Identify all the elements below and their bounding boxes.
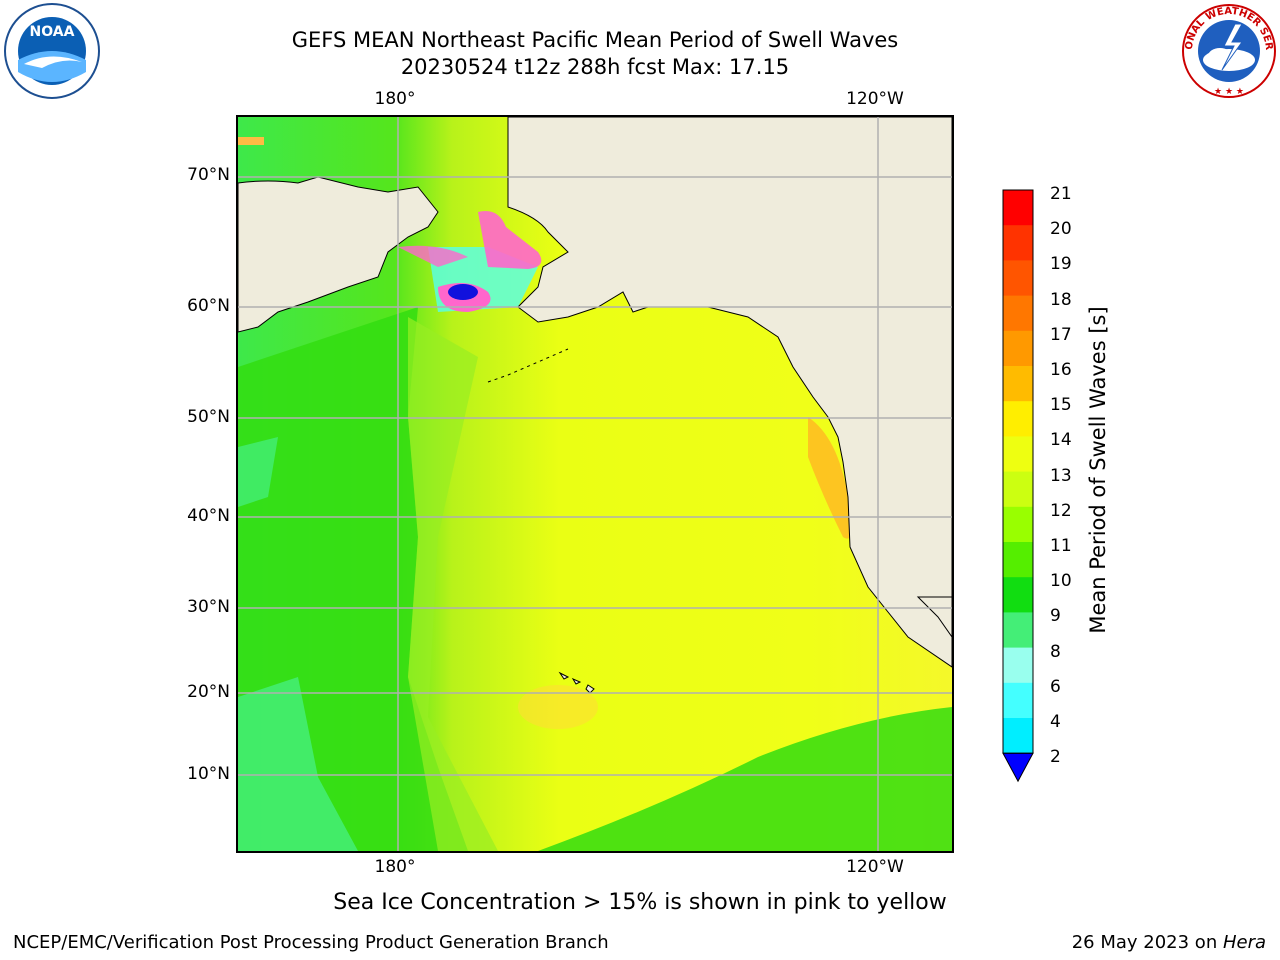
land-north-america [507,117,952,668]
svg-text:★ ★ ★: ★ ★ ★ [1214,87,1244,97]
lat-label-20n: 20°N [187,682,230,702]
colorbar [1000,186,1036,786]
sea-ice-pink-west [398,245,468,267]
teal-swell-region-north [238,437,278,507]
lon-label-top-180: 180° [374,89,416,109]
lat-label-70n: 70°N [187,165,230,185]
colorbar-band [1003,647,1033,684]
land-siberia [238,176,439,333]
colorbar-tick-label: 19 [1050,254,1072,275]
colorbar-band [1003,577,1033,613]
colorbar-band [1003,471,1033,508]
colorbar-frame [1002,189,1034,754]
lat-label-30n: 30°N [187,597,230,617]
lon-label-top-120w: 120°W [846,89,904,109]
colorbar-tick-label: 6 [1050,676,1061,697]
chart-subtitle: 20230524 t12z 288h fcst Max: 17.15 [400,55,790,79]
sea-ice-pink-north [478,211,542,269]
footer-left: NCEP/EMC/Verification Post Processing Pr… [13,932,609,953]
footer-date: 26 May 2023 on [1071,932,1223,953]
colorbar-tick-label: 4 [1050,712,1061,732]
teal-swell-region [238,677,358,851]
graticule [238,117,952,851]
footer-host: Hera [1222,932,1266,953]
colorbar-band [1003,542,1033,578]
colorbar-band [1003,260,1033,297]
colorbar-tick-label: 9 [1050,606,1061,627]
sea-ice-blue-bering [448,284,478,300]
colorbar-svg [1002,189,1034,783]
sea-ice-note: Sea Ice Concentration > 15% is shown in … [333,890,947,915]
chart-title: GEFS MEAN Northeast Pacific Mean Period … [291,28,899,52]
colorbar-tick-label: 15 [1050,395,1072,416]
colorbar-band [1003,506,1033,543]
lon-label-bottom-180: 180° [374,857,416,877]
colorbar-tick-label: 17 [1050,324,1072,345]
colorbar-tick-label: 2 [1050,747,1061,768]
aleutian-islands [487,348,569,383]
noaa-logo: NOAA [2,2,102,100]
colorbar-ticks: 21 20 19 18 17 16 15 14 13 12 11 10 9 8 6 4 2 [1050,180,1090,780]
lat-label-60n: 60°N [187,296,230,316]
green-swell-region-south [538,707,952,851]
footer-right: 26 May 2023 on Hera [1072,932,1266,953]
colorbar-band [1003,436,1033,473]
colorbar-tick-label: 16 [1050,360,1072,380]
colorbar-tick-label: 13 [1050,465,1072,486]
colorbar-tick-label: 20 [1050,219,1072,240]
yellow-orange-patch [518,685,598,729]
lat-label-10n: 10°N [187,764,230,784]
nws-logo: NATIONAL WEATHER SERVICE ★ ★ ★ [1176,0,1278,100]
colorbar-tick-label: 18 [1050,289,1072,310]
colorbar-band [1003,330,1033,367]
map-area [236,115,954,853]
colorbar-tick-label: 11 [1050,536,1072,556]
colorbar-tick-label: 21 [1050,184,1072,204]
orange-swell-patch [808,417,852,539]
colorbar-tick-label: 12 [1050,500,1072,521]
colorbar-label: Mean Period of Swell Waves [s] [1086,306,1110,634]
colorbar-tick-label: 8 [1050,641,1061,662]
land-baja [916,596,952,638]
colorbar-band [1003,718,1033,754]
lime-swell-band [408,317,498,851]
colorbar-band [1003,366,1033,402]
map-svg [238,117,952,851]
noaa-logo-text: NOAA [30,24,75,40]
lon-label-bottom-120w: 120°W [846,857,904,877]
colorbar-band [1003,190,1033,226]
colorbar-band [1003,295,1033,332]
sea-ice-orange-patch [238,137,264,145]
colorbar-tick-label: 10 [1050,571,1072,592]
colorbar-band [1003,612,1033,649]
colorbar-band [1003,401,1033,437]
lat-label-50n: 50°N [187,407,230,427]
lat-label-40n: 40°N [187,506,230,526]
colorbar-band [1003,682,1033,719]
colorbar-extend-arrow [1002,752,1034,783]
colorbar-tick-label: 14 [1050,430,1072,451]
colorbar-band [1003,225,1033,261]
